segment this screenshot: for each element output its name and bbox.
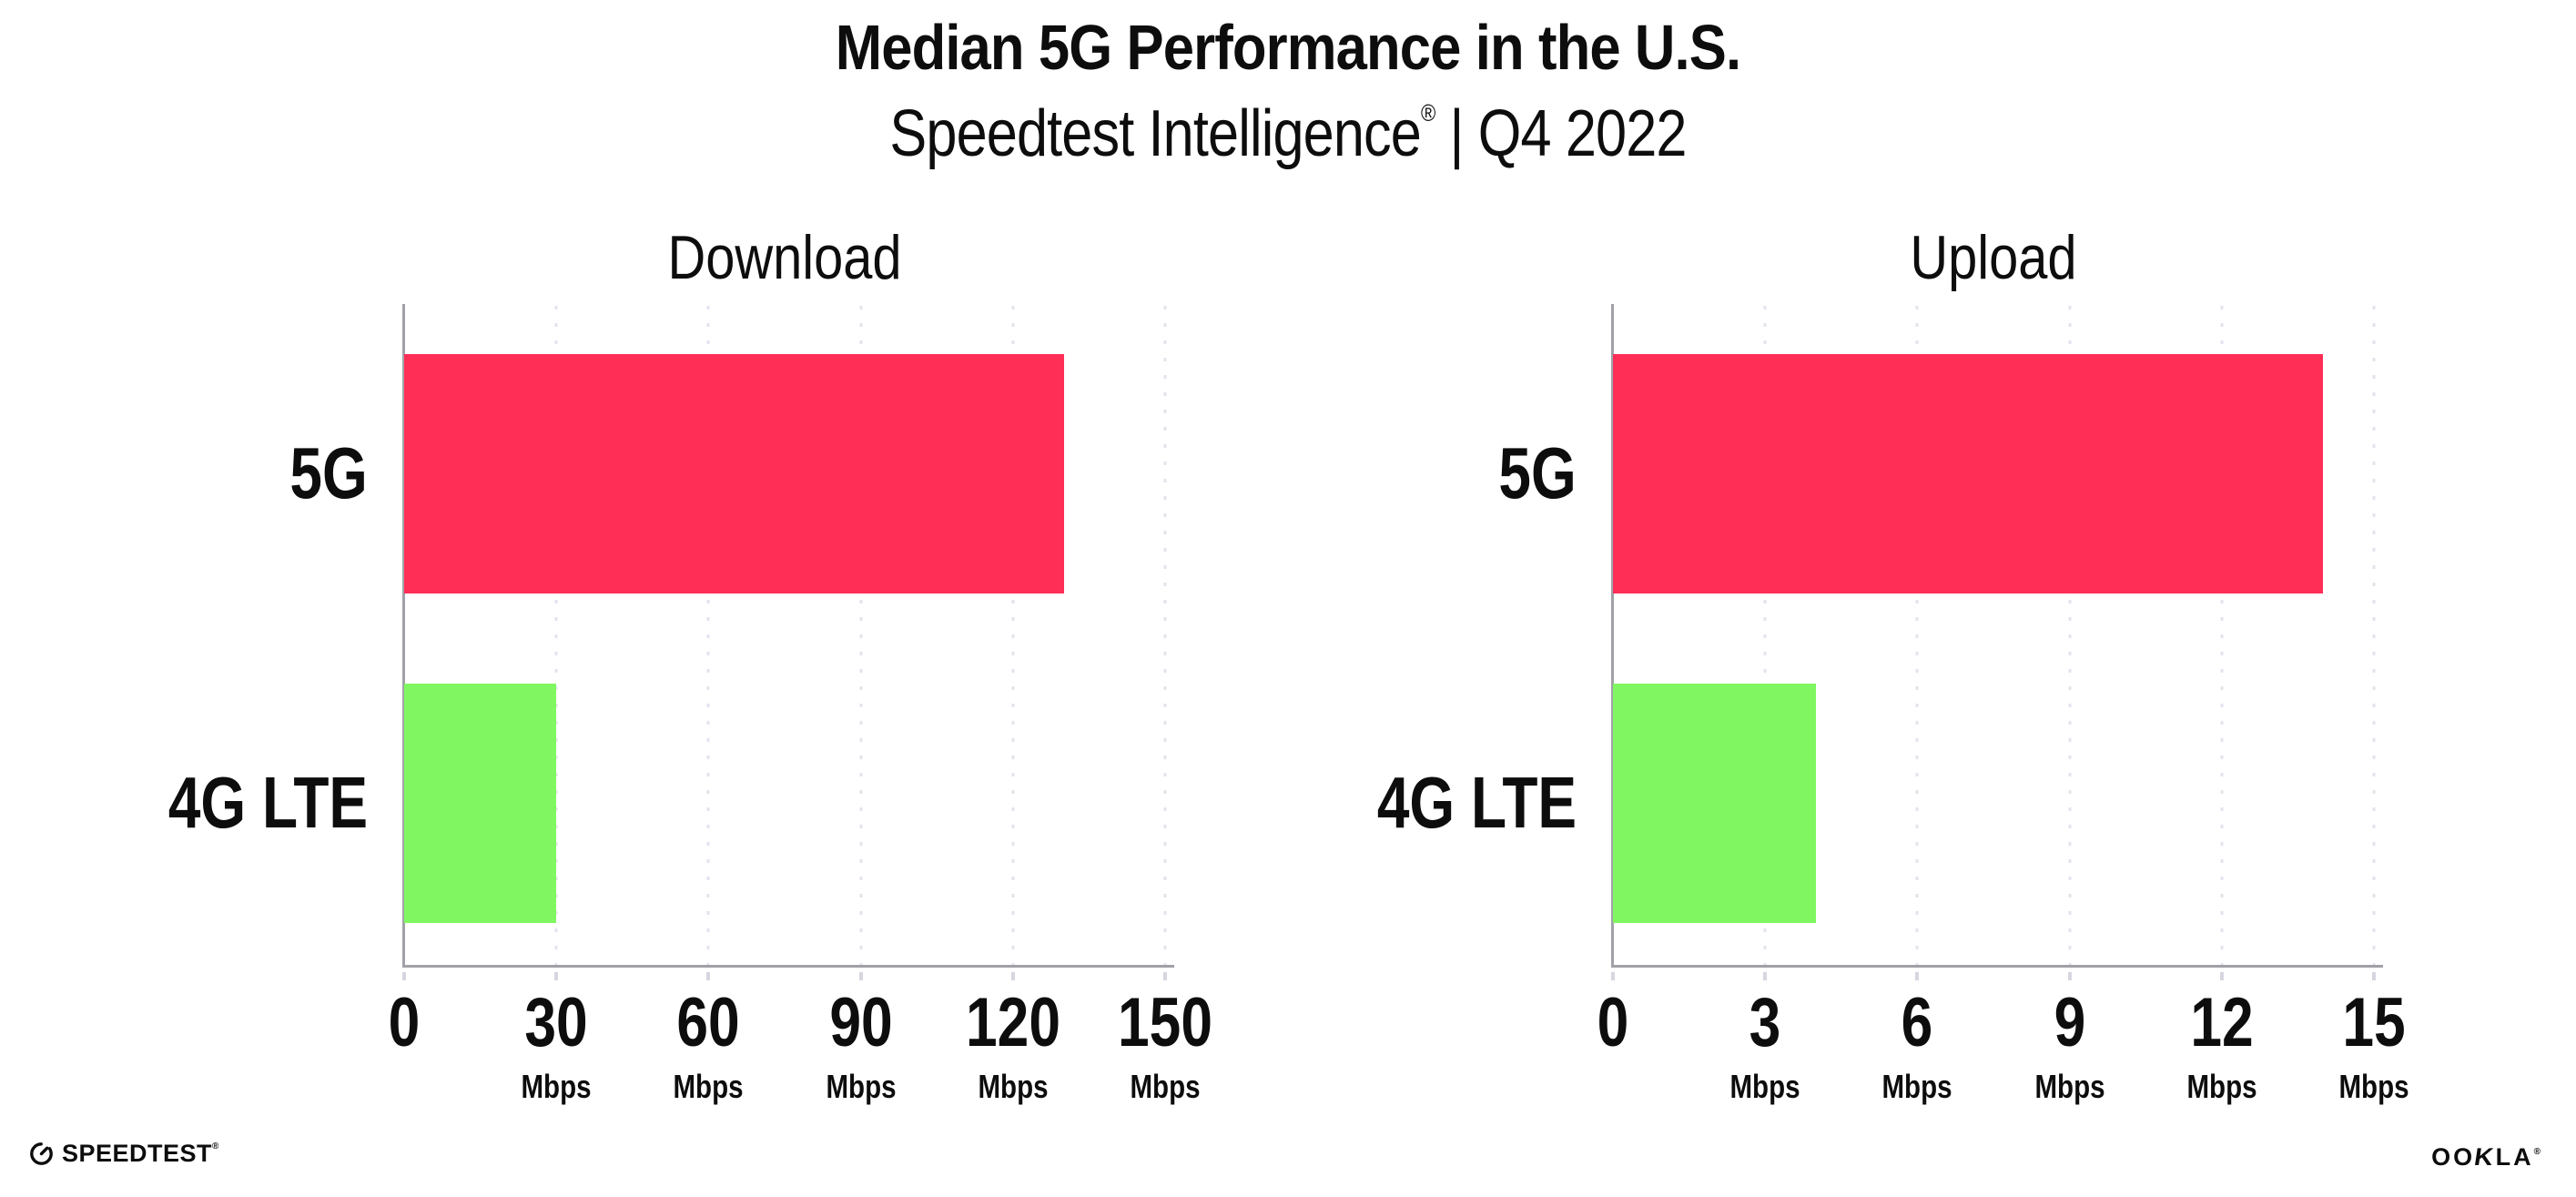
x-tick-unit: Mbps <box>826 1068 897 1105</box>
upload-x-axis-labels: 0 3 Mbps 6 Mbps 9 Mbps 12 Mbps 15 Mbps <box>1597 989 2409 1143</box>
x-tick-value: 60 <box>676 984 741 1061</box>
x-tick-label-15: 15 Mbps <box>2338 989 2409 1103</box>
speedtest-gauge-icon <box>29 1141 54 1166</box>
subtitle-brand: Speedtest Intelligence <box>889 97 1421 170</box>
gridline-9 <box>2068 306 2072 965</box>
x-tick-value: 0 <box>388 984 421 1061</box>
upload-plot-area: 5G 4G LTE <box>1377 304 2383 980</box>
axis-tick-mark <box>402 972 406 980</box>
gridline-150 <box>1163 306 1167 965</box>
gridline-90 <box>859 306 863 965</box>
x-tick-unit: Mbps <box>2186 1068 2257 1105</box>
ookla-logo: OOKLA® <box>2431 1143 2543 1172</box>
page-subtitle: Speedtest Intelligence® | Q4 2022 <box>193 96 2383 171</box>
axis-tick-mark <box>858 972 863 980</box>
x-tick-label-120: 120 Mbps <box>966 989 1060 1103</box>
y-axis-line <box>402 304 405 966</box>
x-tick-label-12: 12 Mbps <box>2186 989 2257 1103</box>
bar-4g-lte <box>1613 683 1816 923</box>
x-tick-value: 15 <box>2342 984 2406 1061</box>
bar-5g <box>1613 353 2324 593</box>
x-tick-unit: Mbps <box>2034 1068 2105 1105</box>
x-tick-label-0: 0 <box>1597 989 1629 1058</box>
x-tick-value: 30 <box>524 984 588 1061</box>
x-tick-value: 9 <box>2054 984 2085 1061</box>
chart-title-upload: Upload <box>1910 223 2077 292</box>
axis-tick-mark <box>2067 972 2072 980</box>
subtitle-quarter: | Q4 2022 <box>1435 97 1688 170</box>
x-tick-label-60: 60 Mbps <box>674 989 744 1103</box>
x-tick-label-6: 6 Mbps <box>1882 989 1952 1103</box>
gridline-6 <box>1915 306 1919 965</box>
chart-title-download: Download <box>667 223 902 292</box>
category-label-5g: 5G <box>1498 432 1577 514</box>
x-tick-label-150: 150 Mbps <box>1118 989 1212 1103</box>
registered-mark-icon: ® <box>212 1141 219 1151</box>
gridline-30 <box>554 306 558 965</box>
bar-4g-lte <box>404 683 557 923</box>
x-tick-unit: Mbps <box>1130 1068 1201 1105</box>
ookla-stylized-k: K <box>2472 1143 2499 1171</box>
x-tick-value: 0 <box>1597 984 1629 1061</box>
x-tick-unit: Mbps <box>2338 1068 2409 1105</box>
category-label-4g-lte: 4G LTE <box>167 762 368 844</box>
x-tick-value: 12 <box>2190 984 2254 1061</box>
speedtest-wordmark: SPEEDTEST® <box>62 1140 219 1167</box>
axis-tick-mark <box>1915 972 1920 980</box>
x-tick-label-0: 0 <box>389 989 421 1058</box>
gridline-12 <box>2220 306 2224 965</box>
x-tick-label-90: 90 Mbps <box>826 989 896 1103</box>
x-tick-unit: Mbps <box>1881 1068 1952 1105</box>
category-label-4g-lte: 4G LTE <box>1376 762 1577 844</box>
axis-tick-mark <box>1763 972 1768 980</box>
x-tick-value: 6 <box>1902 984 1933 1061</box>
x-tick-unit: Mbps <box>521 1068 592 1105</box>
gridline-120 <box>1011 306 1015 965</box>
x-tick-unit: Mbps <box>978 1068 1049 1105</box>
axis-tick-mark <box>2372 972 2376 980</box>
axis-tick-mark <box>706 972 711 980</box>
axis-tick-mark <box>2219 972 2224 980</box>
download-x-axis-labels: 0 30 Mbps 60 Mbps 90 Mbps 120 Mbps 150 Mbps <box>389 989 1212 1143</box>
category-label-5g: 5G <box>289 432 368 514</box>
axis-tick-mark <box>1010 972 1015 980</box>
download-plot-area: 5G 4G LTE <box>168 304 1174 980</box>
axis-tick-mark <box>554 972 559 980</box>
gridline-60 <box>706 306 710 965</box>
x-tick-value: 150 <box>1118 984 1212 1061</box>
x-tick-value: 3 <box>1749 984 1781 1061</box>
x-tick-value: 120 <box>965 984 1060 1061</box>
page-title: Median 5G Performance in the U.S. <box>835 12 1741 83</box>
axis-tick-mark <box>1611 972 1615 980</box>
x-tick-unit: Mbps <box>1729 1068 1800 1105</box>
registered-mark-icon: ® <box>1420 99 1435 127</box>
x-tick-label-30: 30 Mbps <box>522 989 592 1103</box>
x-tick-label-9: 9 Mbps <box>2034 989 2104 1103</box>
x-tick-label-3: 3 Mbps <box>1730 989 1800 1103</box>
bar-5g <box>404 353 1064 593</box>
ookla-wordmark: OOKLA® <box>2431 1143 2543 1171</box>
y-axis-line <box>1611 304 1614 966</box>
gridline-15 <box>2372 306 2376 965</box>
axis-tick-mark <box>1163 972 1167 980</box>
speedtest-logo: SPEEDTEST® <box>29 1140 219 1168</box>
x-tick-value: 90 <box>828 984 893 1061</box>
registered-mark-icon: ® <box>2533 1147 2543 1157</box>
x-axis-line <box>1611 965 2383 968</box>
x-tick-unit: Mbps <box>673 1068 744 1105</box>
x-axis-line <box>402 965 1174 968</box>
gridline-3 <box>1763 306 1767 965</box>
